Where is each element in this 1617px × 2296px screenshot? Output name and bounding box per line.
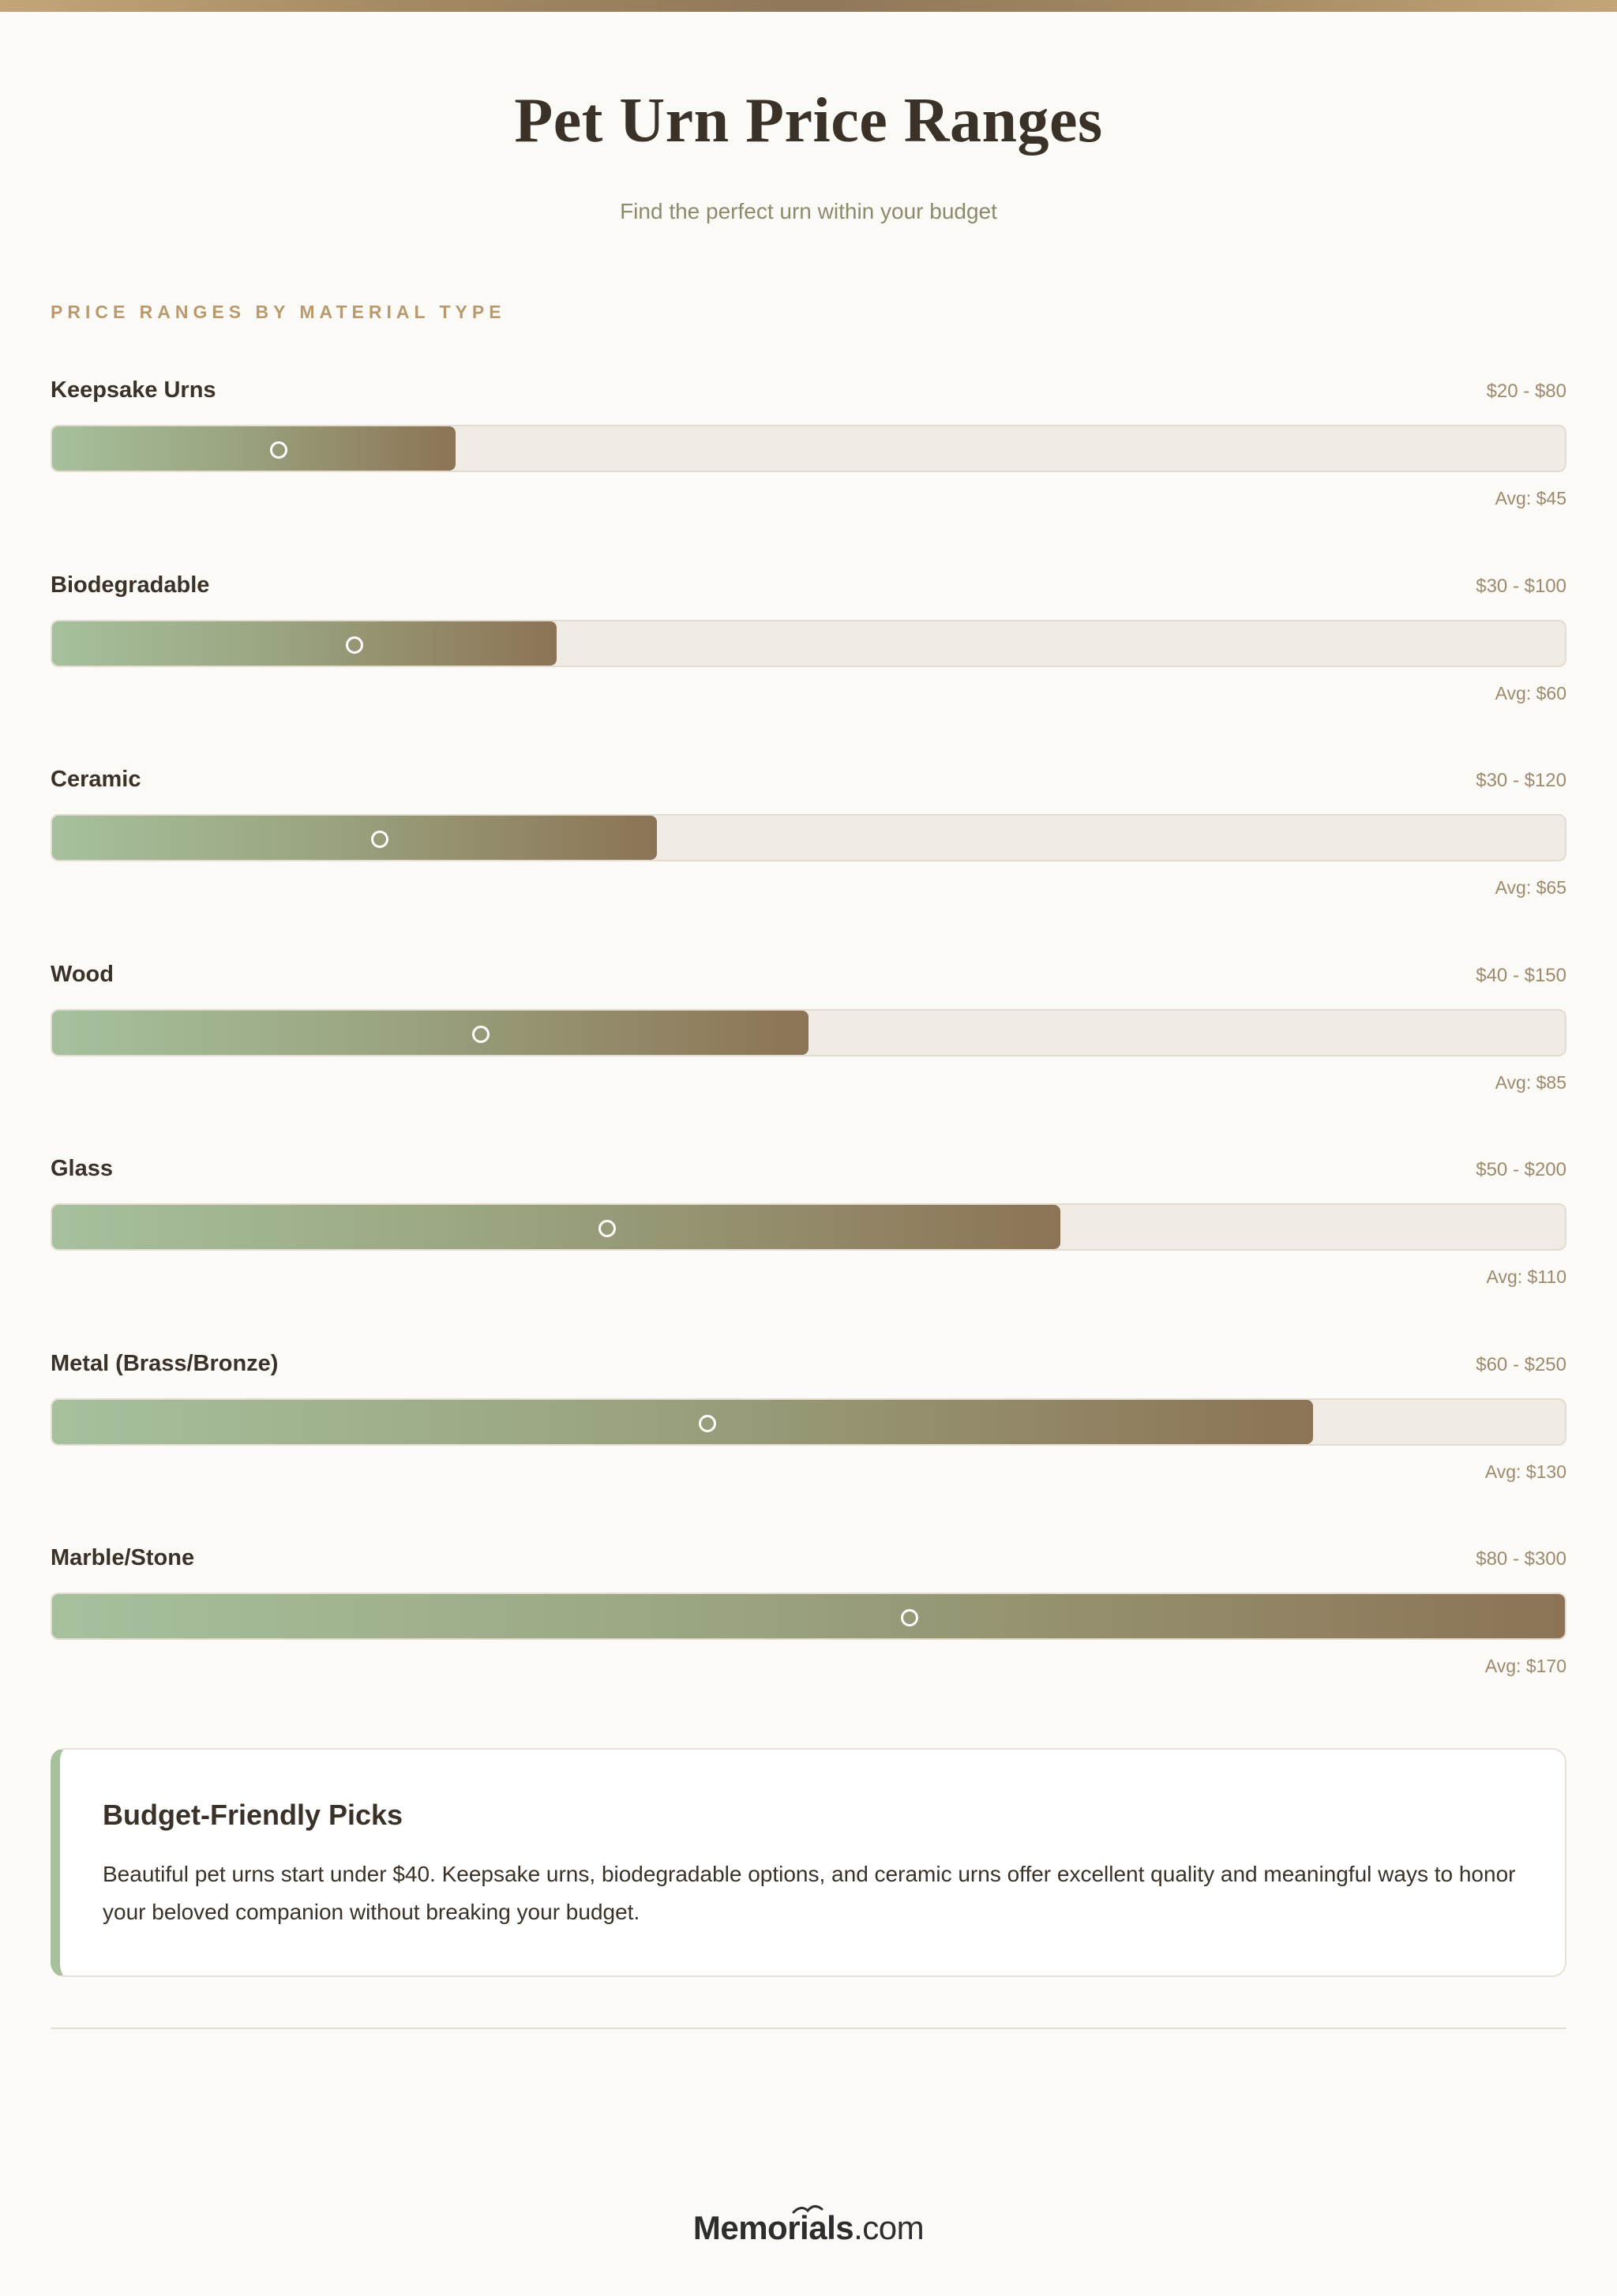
- chart-row: Biodegradable $30 - $100 Avg: $60: [51, 572, 1566, 730]
- price-range-bar: [52, 1205, 1061, 1249]
- price-range-bar: [52, 621, 557, 666]
- average-marker: [346, 636, 364, 654]
- category-label: Glass: [51, 1156, 113, 1181]
- average-marker: [699, 1414, 717, 1432]
- average-marker: [471, 1025, 490, 1043]
- average-label: Avg: $65: [1495, 877, 1566, 898]
- price-track: [51, 425, 1566, 472]
- range-label: $80 - $300: [1476, 1548, 1566, 1570]
- category-label: Wood: [51, 961, 114, 987]
- price-track: [51, 619, 1566, 667]
- price-track: [51, 1593, 1566, 1640]
- average-marker: [598, 1220, 616, 1237]
- average-label: Avg: $85: [1495, 1071, 1566, 1093]
- chart-row: Keepsake Urns $20 - $80 Avg: $45: [51, 377, 1566, 535]
- range-label: $40 - $150: [1476, 964, 1566, 986]
- logo-suffix: .com: [854, 2209, 925, 2246]
- category-label: Biodegradable: [51, 572, 210, 598]
- chart-row: Metal (Brass/Bronze) $60 - $250 Avg: $130: [51, 1351, 1566, 1509]
- price-track: [51, 814, 1566, 861]
- average-marker: [900, 1609, 918, 1626]
- price-range-bar: [52, 426, 456, 471]
- category-label: Metal (Brass/Bronze): [51, 1350, 279, 1376]
- price-track: [51, 1397, 1566, 1446]
- callout-title: Budget-Friendly Picks: [103, 1799, 403, 1831]
- average-label: Avg: $110: [1486, 1266, 1566, 1287]
- average-label: Avg: $60: [1495, 682, 1566, 703]
- chart-row: Wood $40 - $150 Avg: $85: [51, 962, 1566, 1120]
- category-label: Marble/Stone: [51, 1545, 195, 1570]
- range-label: $30 - $100: [1476, 575, 1566, 597]
- average-label: Avg: $130: [1484, 1461, 1566, 1482]
- price-track: [51, 1203, 1566, 1251]
- top-accent-bar: [0, 0, 1617, 12]
- footer-divider: [51, 2028, 1566, 2029]
- range-label: $30 - $120: [1476, 770, 1566, 791]
- price-range-bar: [52, 1594, 1565, 1638]
- chart-row: Marble/Stone $80 - $300 Avg: $170: [51, 1545, 1566, 1703]
- average-marker: [270, 441, 288, 459]
- page-subtitle: Find the perfect urn within your budget: [620, 199, 997, 223]
- page-title: Pet Urn Price Ranges: [514, 86, 1103, 156]
- range-label: $20 - $80: [1486, 381, 1566, 402]
- section-label: Price Ranges by Material Type: [51, 302, 506, 322]
- price-range-bar: [52, 1399, 1313, 1444]
- average-marker: [371, 831, 389, 848]
- range-label: $60 - $250: [1476, 1353, 1566, 1375]
- price-range-bar: [52, 816, 658, 860]
- category-label: Keepsake Urns: [51, 377, 216, 403]
- price-track: [51, 1008, 1566, 1056]
- average-label: Avg: $45: [1495, 488, 1566, 508]
- category-label: Ceramic: [51, 767, 141, 792]
- budget-callout-card: Budget-Friendly Picks Beautiful pet urns…: [51, 1748, 1566, 1977]
- chart-row: Glass $50 - $200 Avg: $110: [51, 1156, 1566, 1314]
- price-range-bar: [52, 1010, 808, 1055]
- logo-wordmark: Memorials: [692, 2209, 854, 2246]
- chart-row: Ceramic $30 - $120 Avg: $65: [51, 767, 1566, 925]
- average-label: Avg: $170: [1484, 1656, 1566, 1676]
- bird-logo-icon: [792, 2205, 824, 2214]
- range-label: $50 - $200: [1476, 1159, 1566, 1180]
- memorials-logo[interactable]: Memorials.com: [0, 2205, 1617, 2247]
- callout-body: Beautiful pet urns start under $40. Keep…: [103, 1862, 1516, 1924]
